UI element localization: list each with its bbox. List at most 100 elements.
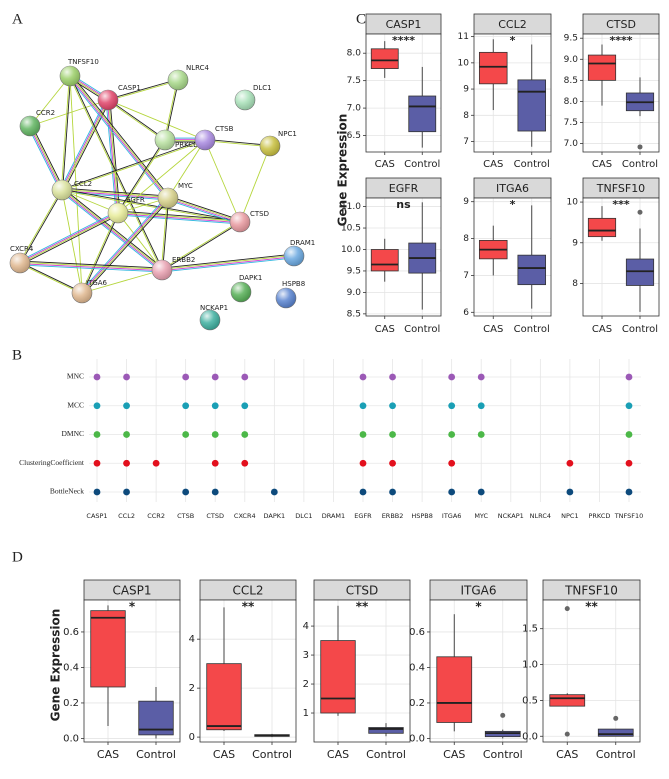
- x-tick-label: CAS: [97, 748, 119, 761]
- node-shine: [235, 90, 255, 110]
- network-edge: [117, 139, 165, 213]
- node-shine: [276, 288, 296, 308]
- node-shine: [195, 130, 215, 150]
- node-shine: [20, 116, 40, 136]
- y-tick-label: 7.0: [564, 139, 579, 149]
- dot: [182, 431, 190, 438]
- dot: [182, 488, 190, 496]
- facet-title: CTSD: [346, 584, 379, 598]
- network-edge: [61, 189, 83, 294]
- node-shine: [98, 90, 118, 110]
- network-edge: [62, 76, 72, 191]
- dot: [625, 488, 633, 496]
- facet-title: TNFSF10: [596, 182, 645, 195]
- network-edge: [62, 187, 169, 197]
- dot: [241, 431, 249, 438]
- significance: ****: [392, 34, 415, 47]
- panel-border: [429, 599, 528, 743]
- dot: [241, 459, 249, 467]
- plot-area: [543, 600, 640, 742]
- network-edge: [29, 75, 71, 127]
- y-tick-label: DMNC: [61, 429, 84, 438]
- y-tick-label: 9.0: [347, 288, 362, 298]
- network-edge: [108, 99, 166, 140]
- node-label: MYC: [178, 182, 193, 190]
- plot-area: [583, 198, 659, 316]
- y-axis-label: Gene Expression: [336, 114, 350, 227]
- network-edge: [80, 196, 167, 292]
- dot: [241, 402, 249, 410]
- x-tick-label: CAS: [375, 159, 395, 170]
- network-edge: [62, 189, 163, 270]
- x-tick-label: CAS: [375, 324, 395, 335]
- dot: [93, 402, 101, 410]
- x-tick-label: NPC1: [561, 512, 578, 520]
- node-label: CTSD: [250, 210, 269, 218]
- network-edge: [69, 76, 168, 199]
- network-edge: [27, 126, 61, 192]
- dot: [359, 373, 367, 381]
- outlier: [500, 712, 506, 718]
- dot: [359, 459, 367, 467]
- box: [549, 694, 586, 707]
- dot: [477, 373, 485, 381]
- facet-title: CTSD: [606, 18, 636, 31]
- x-tick-label: CAS: [443, 748, 465, 761]
- y-tick-label: 8.0: [564, 97, 579, 107]
- y-tick-label: 0: [189, 732, 195, 743]
- facet-title: CCL2: [232, 584, 263, 598]
- dot: [389, 431, 396, 438]
- node-label: NPC1: [278, 130, 297, 138]
- network-edge: [61, 190, 168, 200]
- box: [90, 610, 126, 688]
- panel-border: [313, 599, 411, 743]
- x-tick-label: EGFR: [354, 512, 372, 520]
- dot: [123, 373, 130, 381]
- x-tick-label: CAS: [592, 159, 612, 170]
- box: [587, 54, 617, 81]
- x-tick-label: Control: [483, 748, 523, 761]
- panel-border: [473, 33, 552, 153]
- network-edge: [205, 138, 271, 146]
- y-axis-label: Gene Expression: [49, 609, 63, 722]
- x-tick-label: Control: [596, 748, 636, 761]
- dot: [359, 431, 367, 438]
- y-tick-label: 9: [572, 238, 578, 248]
- network-edge: [62, 140, 206, 192]
- y-tick-label: 10.5: [341, 224, 361, 234]
- y-tick-label: 10.0: [341, 245, 361, 255]
- node-shine: [200, 310, 220, 330]
- y-tick-label: 6.5: [347, 131, 361, 141]
- significance: **: [242, 600, 255, 614]
- dot: [448, 431, 456, 438]
- network-edge: [61, 190, 240, 224]
- significance: *: [129, 600, 136, 614]
- x-tick-label: CTSB: [177, 512, 194, 520]
- network-edge: [61, 190, 162, 271]
- network-edge: [106, 100, 118, 214]
- network-edge: [161, 221, 240, 270]
- x-tick-label: CAS: [483, 324, 503, 335]
- y-tick-label: 11: [458, 32, 469, 42]
- x-tick-label: Control: [136, 748, 176, 761]
- network-edge: [70, 75, 169, 198]
- y-tick-label: 7.5: [564, 118, 578, 128]
- box: [597, 728, 634, 737]
- node-shine: [284, 246, 304, 266]
- network-edge: [118, 211, 241, 222]
- panel-border: [83, 599, 181, 743]
- network-edge: [60, 75, 70, 190]
- network-edge: [63, 100, 111, 192]
- x-tick-label: CCR2: [147, 512, 165, 520]
- significance: ****: [609, 34, 632, 47]
- outlier: [564, 731, 570, 737]
- y-tick-label: 8: [463, 234, 469, 244]
- network-edge: [31, 124, 65, 190]
- dot: [477, 488, 485, 496]
- network-edge: [162, 222, 241, 271]
- dot: [389, 373, 396, 381]
- node-label: DLC1: [253, 84, 272, 92]
- significance: **: [585, 600, 598, 614]
- network-edge: [204, 140, 270, 148]
- x-tick-label: TNFSF10: [614, 512, 644, 520]
